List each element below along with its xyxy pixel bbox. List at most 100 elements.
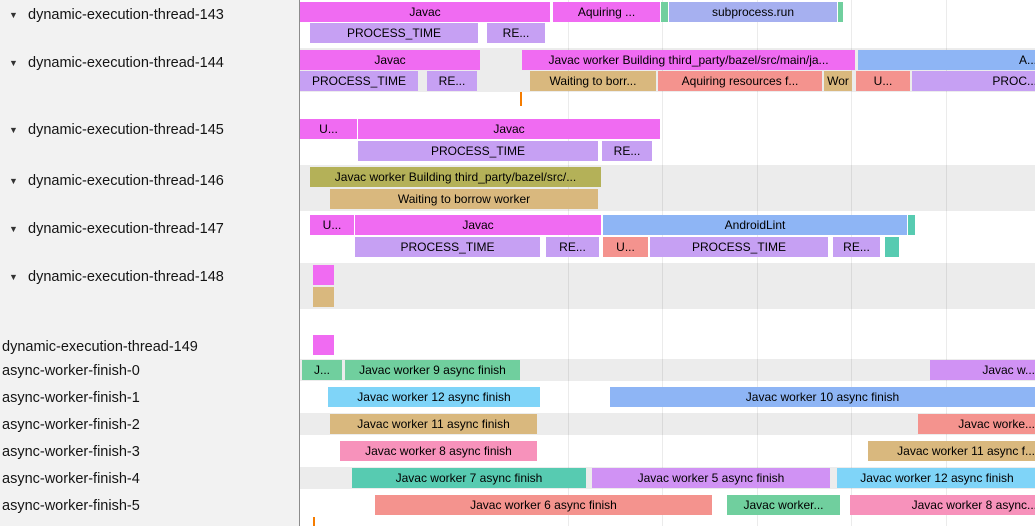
track-label-row[interactable]: async-worker-finish-3: [0, 442, 299, 461]
trace-event-bar[interactable]: U...: [603, 237, 648, 257]
collapse-toggle-icon[interactable]: ▼: [9, 124, 18, 135]
time-gridline: [662, 0, 663, 526]
trace-event-label: Javac worker 7 async finish: [395, 471, 543, 485]
time-gridline: [851, 0, 852, 526]
trace-event-bar[interactable]: Waiting to borrow worker: [330, 189, 598, 209]
trace-event-bar[interactable]: [661, 2, 668, 22]
trace-event-bar[interactable]: Javac worker 10 async finish: [610, 387, 1035, 407]
trace-event-bar[interactable]: PROC...: [912, 71, 1035, 91]
trace-event-bar[interactable]: AndroidLint: [603, 215, 907, 235]
trace-event-bar[interactable]: PROCESS_TIME: [300, 71, 418, 91]
trace-event-label: U...: [322, 218, 342, 232]
trace-event-bar[interactable]: Javac worker 8 async finish: [340, 441, 537, 461]
trace-event-bar[interactable]: Javac worker 5 async finish: [592, 468, 830, 488]
trace-event-label: Aquiring resources f...: [681, 74, 799, 88]
trace-event-bar[interactable]: Wor: [824, 71, 852, 91]
trace-event-bar[interactable]: [908, 215, 915, 235]
track-label-row[interactable]: ▼ dynamic-execution-thread-143: [0, 5, 299, 24]
collapse-toggle-icon[interactable]: ▼: [9, 57, 18, 68]
trace-event-label: RE...: [843, 240, 870, 254]
trace-event-bar[interactable]: Javac worker 11 async finish: [330, 414, 537, 434]
track-label-row[interactable]: ▼ dynamic-execution-thread-148: [0, 267, 299, 286]
track-label-row[interactable]: async-worker-finish-4: [0, 469, 299, 488]
track-name-label: dynamic-execution-thread-146: [28, 172, 224, 189]
trace-event-bar[interactable]: Javac worker 7 async finish: [352, 468, 586, 488]
trace-event-bar[interactable]: Javac worke...: [918, 414, 1035, 434]
track-label-row[interactable]: async-worker-finish-2: [0, 415, 299, 434]
trace-event-bar[interactable]: Javac: [300, 2, 550, 22]
track-name-label: async-worker-finish-2: [2, 416, 140, 433]
trace-event-bar[interactable]: [313, 287, 334, 307]
collapse-toggle-icon[interactable]: ▼: [9, 271, 18, 282]
trace-event-label: RE...: [438, 74, 466, 88]
trace-event-bar[interactable]: J...: [302, 360, 342, 380]
trace-event-label: Javac worker Building third_party/bazel/…: [334, 170, 577, 184]
trace-event-label: PROC...: [992, 74, 1035, 88]
time-gridline: [757, 0, 758, 526]
trace-event-label: J...: [313, 363, 330, 377]
trace-event-bar[interactable]: RE...: [833, 237, 880, 257]
trace-event-label: Javac worker 12 async finish: [357, 390, 511, 404]
trace-event-bar[interactable]: Javac worker...: [727, 495, 840, 515]
collapse-toggle-icon[interactable]: ▼: [9, 223, 18, 234]
trace-event-bar[interactable]: Javac worker 8 async...: [850, 495, 1035, 515]
trace-event-bar[interactable]: [885, 237, 899, 257]
trace-event-bar[interactable]: PROCESS_TIME: [355, 237, 540, 257]
trace-event-bar[interactable]: Javac worker 12 async finish: [837, 468, 1035, 488]
track-name-label: dynamic-execution-thread-143: [28, 6, 224, 23]
trace-event-bar[interactable]: Javac w...: [930, 360, 1035, 380]
trace-event-bar[interactable]: PROCESS_TIME: [310, 23, 478, 43]
trace-event-bar[interactable]: [313, 335, 334, 355]
trace-event-bar[interactable]: A...: [858, 50, 1035, 70]
trace-event-label: Javac worker 9 async finish: [359, 363, 506, 377]
trace-event-label: U...: [873, 74, 893, 88]
track-label-row[interactable]: async-worker-finish-5: [0, 496, 299, 515]
trace-event-bar[interactable]: Javac: [355, 215, 601, 235]
track-name-label: dynamic-execution-thread-145: [28, 121, 224, 138]
trace-event-bar[interactable]: U...: [300, 119, 357, 139]
timeline-canvas[interactable]: Javac Aquiring ... subprocess.run PROCESS_T…: [300, 0, 1035, 526]
trace-event-bar[interactable]: PROCESS_TIME: [358, 141, 598, 161]
trace-event-bar[interactable]: Aquiring resources f...: [658, 71, 822, 91]
trace-event-bar[interactable]: PROCESS_TIME: [650, 237, 828, 257]
trace-event-bar[interactable]: Waiting to borr...: [530, 71, 656, 91]
trace-event-label: Javac worke...: [958, 417, 1035, 431]
trace-event-label: PROCESS_TIME: [691, 240, 787, 254]
trace-event-bar[interactable]: RE...: [602, 141, 652, 161]
trace-event-bar[interactable]: U...: [310, 215, 354, 235]
trace-event-bar[interactable]: U...: [856, 71, 910, 91]
trace-event-bar[interactable]: RE...: [427, 71, 477, 91]
trace-event-bar[interactable]: RE...: [487, 23, 545, 43]
track-label-row[interactable]: ▼ dynamic-execution-thread-147: [0, 219, 299, 238]
track-label-row[interactable]: dynamic-execution-thread-149: [0, 337, 299, 356]
track-label-row[interactable]: ▼ dynamic-execution-thread-146: [0, 171, 299, 190]
trace-event-bar[interactable]: Javac worker Building third_party/bazel/…: [522, 50, 855, 70]
collapse-toggle-icon[interactable]: ▼: [9, 9, 18, 20]
trace-event-bar[interactable]: [313, 265, 334, 285]
trace-event-bar[interactable]: RE...: [546, 237, 599, 257]
trace-event-bar[interactable]: Javac worker 12 async finish: [328, 387, 540, 407]
trace-event-bar[interactable]: Javac: [358, 119, 660, 139]
trace-event-label: Javac worker 8 async finish: [365, 444, 512, 458]
trace-event-bar[interactable]: Javac worker 6 async finish: [375, 495, 712, 515]
trace-event-bar[interactable]: Javac worker 9 async finish: [345, 360, 520, 380]
track-name-label: async-worker-finish-5: [2, 497, 140, 514]
trace-event-bar[interactable]: Javac: [300, 50, 480, 70]
trace-event-label: Javac w...: [982, 363, 1035, 377]
trace-event-bar[interactable]: subprocess.run: [669, 2, 837, 22]
trace-event-label: Javac: [493, 122, 525, 136]
trace-event-label: Waiting to borrow worker: [397, 192, 531, 206]
trace-event-label: PROCESS_TIME: [400, 240, 495, 254]
track-label-row[interactable]: async-worker-finish-1: [0, 388, 299, 407]
collapse-toggle-icon[interactable]: ▼: [9, 175, 18, 186]
track-label-row[interactable]: ▼ dynamic-execution-thread-144: [0, 53, 299, 72]
track-name-panel: ▼ dynamic-execution-thread-143 ▼ dynamic-ex…: [0, 0, 300, 526]
trace-event-bar[interactable]: Javac worker 11 async f...: [868, 441, 1035, 461]
trace-event-label: Javac worker 11 async f...: [897, 444, 1035, 458]
trace-event-bar[interactable]: [838, 2, 843, 22]
trace-event-bar[interactable]: Javac worker Building third_party/bazel/…: [310, 167, 601, 187]
trace-event-bar[interactable]: Aquiring ...: [553, 2, 660, 22]
track-label-row[interactable]: async-worker-finish-0: [0, 361, 299, 380]
track-label-row[interactable]: ▼ dynamic-execution-thread-145: [0, 120, 299, 139]
